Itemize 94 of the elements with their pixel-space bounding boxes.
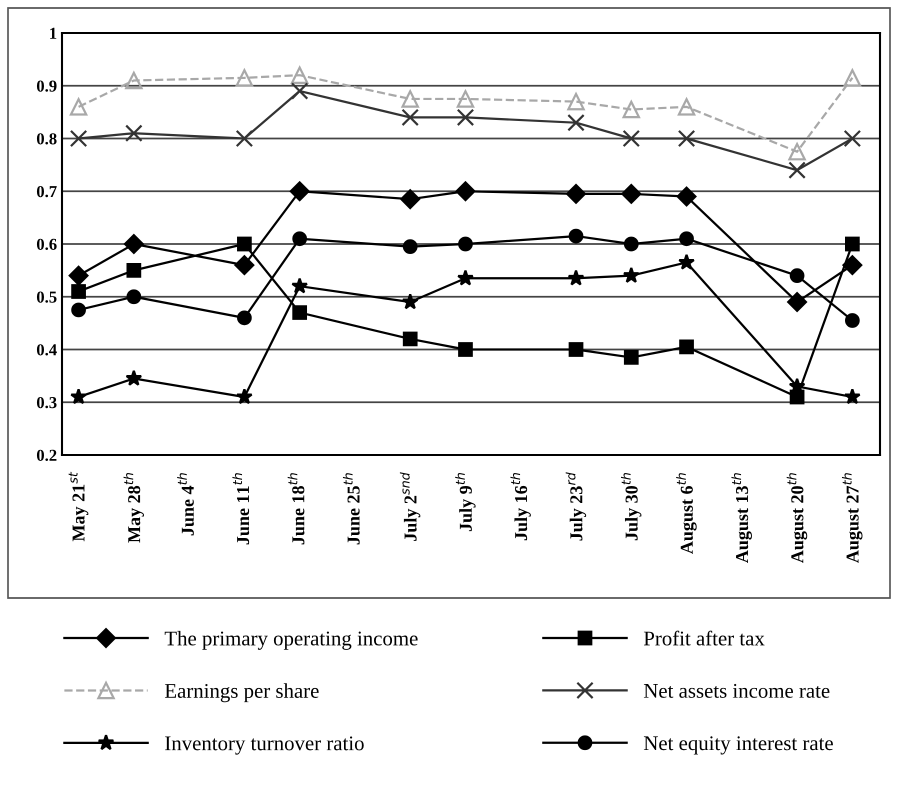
point xyxy=(842,255,862,276)
point xyxy=(844,388,861,404)
point xyxy=(402,332,418,346)
point xyxy=(458,342,473,357)
point xyxy=(679,231,694,246)
point xyxy=(456,181,476,202)
x-tick-label: August 27$^{th}$ xyxy=(842,473,862,564)
point xyxy=(126,263,142,278)
point xyxy=(679,340,694,354)
point xyxy=(568,342,584,357)
point xyxy=(236,69,254,87)
y-tick-label: 1 xyxy=(50,28,56,39)
point xyxy=(458,236,473,252)
x-tick-label: May 28$^{th}$ xyxy=(124,473,144,543)
point xyxy=(457,270,474,286)
legend-label: Profit after tax xyxy=(644,630,765,646)
point xyxy=(566,184,586,204)
point xyxy=(624,350,639,365)
y-tick-label: 0.8 xyxy=(36,133,57,145)
point xyxy=(622,266,640,283)
point xyxy=(456,108,474,126)
point xyxy=(624,236,639,252)
y-tick-label: 0.6 xyxy=(36,238,57,250)
point xyxy=(68,266,89,286)
point xyxy=(292,305,308,320)
x-tick-label: July 2$^{snd}$ xyxy=(400,472,420,541)
point xyxy=(678,130,696,148)
point xyxy=(125,72,143,90)
x-tick-label: August 13$^{th}$ xyxy=(731,473,752,564)
point xyxy=(790,268,804,284)
point xyxy=(125,370,142,386)
point xyxy=(844,69,862,87)
y-tick-label: 0.5 xyxy=(36,291,57,303)
point xyxy=(401,108,419,126)
y-tick-label: 0.4 xyxy=(36,344,57,356)
point xyxy=(456,90,474,108)
point xyxy=(70,98,88,116)
x-tick-label: July 30$^{th}$ xyxy=(620,473,642,540)
point xyxy=(844,130,862,148)
legend-label: Inventory turnover ratio xyxy=(165,736,364,755)
point xyxy=(71,302,86,318)
x-tick-label: June 11$^{th}$ xyxy=(232,473,250,544)
point xyxy=(126,289,142,304)
x-tick-label: July 23$^{rd}$ xyxy=(566,472,586,541)
point xyxy=(568,228,584,244)
x-tick-label: August 20$^{th}$ xyxy=(786,473,808,564)
point xyxy=(622,130,640,148)
point xyxy=(290,66,308,84)
x-tick-label: June 25$^{th}$ xyxy=(342,473,360,544)
x-tick-label: July 9$^{th}$ xyxy=(455,473,476,532)
point xyxy=(845,236,860,252)
legend-label: Net assets income rate xyxy=(644,684,830,698)
y-tick-label: 0.3 xyxy=(36,396,57,408)
point xyxy=(788,161,806,179)
point xyxy=(402,293,419,310)
point xyxy=(237,236,252,252)
point xyxy=(568,270,584,286)
point xyxy=(237,310,252,326)
point xyxy=(622,100,640,118)
point xyxy=(290,181,310,202)
point xyxy=(292,231,308,246)
legend-label: The primary operating income xyxy=(164,630,418,650)
point xyxy=(567,92,585,110)
point xyxy=(402,239,418,254)
x-tick-label: July 16$^{th}$ xyxy=(510,473,531,540)
point xyxy=(678,254,695,270)
point xyxy=(676,186,697,206)
point xyxy=(788,142,806,160)
x-tick-label: June 4$^{th}$ xyxy=(177,473,194,536)
point xyxy=(71,284,86,299)
point xyxy=(401,90,419,108)
point xyxy=(124,234,144,254)
point xyxy=(70,388,87,404)
point xyxy=(236,130,254,148)
point xyxy=(70,130,88,148)
point xyxy=(567,114,585,132)
point xyxy=(236,388,253,404)
y-tick-label: 0.2 xyxy=(36,450,56,462)
y-tick-label: 0.9 xyxy=(36,80,57,92)
point xyxy=(290,82,308,100)
point xyxy=(400,189,420,210)
x-tick-label: August 6$^{th}$ xyxy=(676,473,697,554)
x-tick-label: June 18$^{th}$ xyxy=(288,473,304,544)
x-tick-label: May 21$^{st}$ xyxy=(68,472,88,542)
point xyxy=(291,277,308,294)
point xyxy=(621,184,642,204)
point xyxy=(234,255,254,276)
legend-label: Earnings per share xyxy=(164,683,319,702)
point xyxy=(125,124,143,142)
point xyxy=(787,292,808,312)
y-tick-label: 0.7 xyxy=(36,186,57,198)
point xyxy=(845,313,860,328)
legend-label: Net equity interest rate xyxy=(644,736,833,755)
point xyxy=(678,98,696,116)
